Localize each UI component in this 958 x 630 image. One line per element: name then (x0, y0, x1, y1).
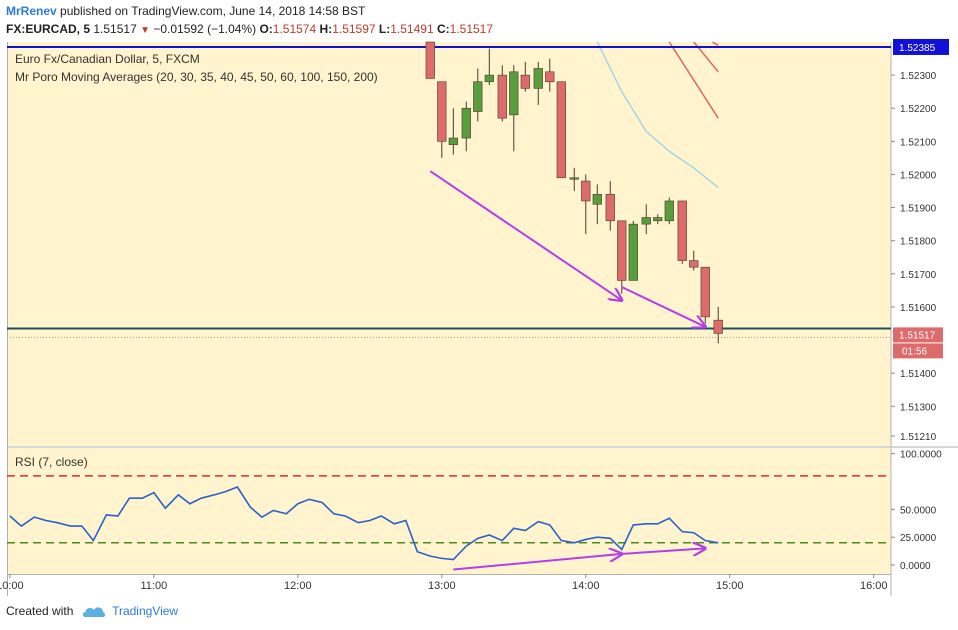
price-tick-label: 1.51700 (900, 270, 937, 281)
price-change: −0.01592 (−1.04%) (153, 22, 257, 36)
candle-body (569, 177, 579, 180)
instrument-legend[interactable]: Euro Fx/Canadian Dollar, 5, FXCM (15, 52, 200, 66)
low-label: L: (378, 22, 391, 36)
candle-body (556, 81, 566, 179)
moving-average-line (712, 41, 719, 46)
blue-line-label: 1.52385 (899, 43, 936, 54)
blue-line-label-bg (893, 38, 949, 55)
candle-body (520, 74, 530, 89)
price-tick-label: 1.51210 (900, 432, 937, 443)
tradingview-cloud-icon (82, 607, 105, 617)
time-tick-label: 14:00 (572, 580, 600, 592)
candlestick-series (425, 41, 723, 344)
price-tick-label: 1.52300 (900, 71, 937, 82)
price-tick-label: 1.51800 (900, 237, 937, 248)
candle-body (628, 223, 638, 281)
price-arrow (429, 170, 621, 300)
horizontal-lines[interactable] (7, 45, 891, 338)
candle-body (461, 107, 471, 139)
last-price: 1.51517 (93, 22, 137, 36)
publisher-line: MrRenev published on TradingView.com, Ju… (6, 4, 365, 18)
rsi-levels (7, 475, 891, 544)
time-tick-label: 10:00 (0, 580, 24, 592)
close-label: C: (436, 22, 450, 36)
candle-body (617, 220, 627, 281)
candle-body (473, 81, 483, 112)
price-trend-arrows[interactable] (429, 170, 706, 327)
last-price-label-bg (893, 327, 943, 343)
rsi-tick-label: 100.0000 (900, 450, 942, 461)
moving-average-lines (596, 41, 719, 189)
candle-body (509, 71, 519, 116)
rsi-tick-label: 50.0000 (900, 505, 937, 516)
candle-body (605, 194, 615, 222)
open-value: 1.51574 (272, 22, 317, 36)
price-tick-label: 1.52100 (900, 137, 937, 148)
symbol-quote-line: FX:EURCAD, 5 1.51517 ▼ −0.01592 (−1.04%)… (6, 22, 493, 36)
rsi-tick-label: 25.0000 (900, 533, 937, 544)
close-value: 1.51517 (449, 22, 494, 36)
open-label: O: (259, 22, 273, 36)
candle-body (448, 137, 458, 145)
price-tick-label: 1.52200 (900, 104, 937, 115)
candle-body (425, 41, 435, 79)
high-label: H: (319, 22, 333, 36)
candle-body (700, 266, 710, 318)
time-tick-label: 15:00 (716, 580, 744, 592)
moving-average-line (596, 41, 719, 189)
price-axis-labels: 1.52385 1.51517 01:56 (893, 38, 949, 359)
price-tick-label: 1.51900 (900, 204, 937, 215)
price-tick-label: 1.51400 (900, 369, 937, 380)
price-axis[interactable]: 1.52300 1.52200 1.52100 1.52000 1.51900 1.518… (891, 71, 937, 443)
moving-average-line (668, 41, 719, 119)
rsi-trend-arrows[interactable] (453, 548, 706, 571)
rsi-line (9, 486, 719, 561)
tradingview-brand[interactable]: TradingView (112, 604, 179, 618)
rsi-legend[interactable]: RSI (7, close) (15, 455, 88, 469)
created-with-label: Created with (6, 604, 74, 618)
ma-legend[interactable]: Mr Poro Moving Averages (20, 30, 35, 40,… (15, 70, 378, 84)
candle-body (497, 74, 507, 119)
candle-body (653, 217, 663, 222)
candle-body (533, 68, 543, 89)
low-value: 1.51491 (390, 22, 434, 36)
candle-body (677, 200, 687, 261)
candle-body (545, 71, 555, 83)
rsi-axis[interactable]: 100.0000 50.0000 25.0000 0.0000 (891, 450, 942, 573)
time-tick-label: 16:00 (860, 580, 888, 592)
time-tick-label: 13:00 (428, 580, 456, 592)
time-tick-label: 11:00 (140, 580, 167, 592)
time-axis[interactable]: 10:00 11:00 12:00 13:00 14:00 15:00 16:00 (0, 574, 887, 592)
price-arrow (621, 286, 706, 327)
rsi-panel-bg (7, 448, 891, 574)
footer: Created with TradingView (6, 604, 178, 618)
price-tick-label: 1.51300 (900, 402, 937, 413)
rsi-tick-label: 0.0000 (900, 561, 931, 572)
candle-body (437, 81, 447, 142)
candle-body (664, 200, 674, 222)
price-panel-bg (7, 42, 891, 446)
last-price-label: 1.51517 (899, 330, 936, 341)
published-info: published on TradingView.com, June 14, 2… (60, 4, 366, 18)
candle-body (581, 180, 591, 202)
countdown-label: 01:56 (902, 346, 927, 357)
time-axis-bg (7, 574, 891, 596)
countdown-label-bg (893, 343, 943, 359)
high-value: 1.51597 (332, 22, 376, 36)
down-triangle-icon: ▼ (140, 25, 150, 36)
time-tick-label: 12:00 (284, 580, 312, 592)
rsi-arrow (453, 554, 621, 571)
symbol-label: FX:EURCAD, 5 (6, 22, 91, 36)
rsi-series-line (9, 486, 719, 561)
candle-body (592, 194, 602, 205)
price-tick-label: 1.51600 (900, 303, 937, 314)
candle-body (689, 260, 699, 268)
candle-body (484, 74, 494, 83)
candle-body (641, 217, 651, 225)
rsi-arrow (621, 548, 706, 554)
price-tick-label: 1.52000 (900, 170, 937, 181)
candle-body (713, 319, 723, 334)
publisher-username[interactable]: MrRenev (6, 4, 57, 18)
